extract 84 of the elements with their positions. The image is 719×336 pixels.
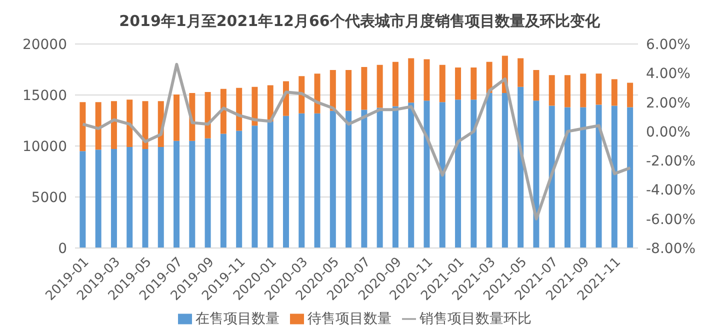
bar bbox=[220, 88, 226, 134]
bar bbox=[611, 79, 618, 106]
bar bbox=[346, 110, 352, 248]
bar bbox=[110, 149, 117, 248]
bar bbox=[611, 106, 618, 248]
bar bbox=[408, 58, 414, 103]
bar bbox=[314, 74, 320, 114]
bar bbox=[174, 94, 180, 141]
bar bbox=[282, 116, 289, 248]
bar bbox=[252, 126, 258, 248]
bar bbox=[346, 70, 352, 111]
bar bbox=[548, 106, 555, 248]
bar bbox=[298, 113, 305, 248]
bar bbox=[330, 70, 336, 111]
bar bbox=[627, 82, 634, 108]
y2-tick-label: -6.00% bbox=[646, 212, 696, 228]
bar bbox=[142, 101, 148, 150]
bar bbox=[439, 102, 446, 248]
bar bbox=[408, 102, 414, 248]
bar bbox=[204, 138, 211, 248]
y-tick-label: 5000 bbox=[31, 190, 67, 206]
bar bbox=[533, 100, 540, 248]
bar bbox=[470, 100, 477, 248]
bar bbox=[518, 86, 524, 248]
bar bbox=[189, 140, 196, 248]
bar bbox=[439, 64, 446, 102]
bar bbox=[470, 67, 477, 100]
bar bbox=[252, 86, 258, 126]
line-series bbox=[81, 62, 632, 220]
bar bbox=[80, 102, 86, 152]
bar bbox=[236, 130, 242, 248]
bar bbox=[424, 59, 430, 101]
bar bbox=[267, 122, 274, 248]
bar bbox=[455, 100, 462, 248]
bar bbox=[158, 147, 164, 248]
y2-tick-label: 0.00% bbox=[646, 124, 690, 140]
bar bbox=[455, 67, 462, 100]
bar bbox=[110, 101, 117, 150]
legend-label: 销售项目数量环比 bbox=[420, 311, 532, 327]
y-tick-label: 10000 bbox=[22, 138, 67, 155]
bar bbox=[376, 64, 383, 108]
bar bbox=[580, 74, 586, 108]
bar bbox=[126, 100, 133, 148]
bar bbox=[95, 150, 102, 248]
chart-title: 2019年1月至2021年12月66个代表城市月度销售项目数量及环比变化 bbox=[118, 11, 601, 32]
bar bbox=[548, 75, 555, 106]
bar bbox=[518, 58, 524, 87]
bar bbox=[236, 88, 242, 131]
bar bbox=[298, 76, 305, 114]
bar bbox=[126, 147, 133, 248]
bar bbox=[204, 92, 211, 138]
bar bbox=[564, 107, 570, 248]
bar bbox=[95, 102, 102, 150]
bar bbox=[627, 107, 634, 248]
bar bbox=[220, 134, 226, 248]
y-tick-label: 0 bbox=[58, 240, 67, 257]
y2-tick-label: -8.00% bbox=[646, 240, 696, 257]
bar bbox=[142, 149, 148, 248]
y2-tick-label: -4.00% bbox=[646, 182, 696, 199]
bar bbox=[314, 113, 320, 248]
bar bbox=[564, 75, 570, 108]
bar bbox=[361, 110, 368, 248]
bar bbox=[80, 151, 86, 248]
bar bbox=[392, 106, 398, 248]
y-tick-label: 20000 bbox=[22, 36, 67, 53]
y2-tick-label: 4.00% bbox=[646, 66, 690, 82]
legend-label: 待售项目数量 bbox=[308, 311, 392, 327]
bar bbox=[376, 108, 383, 248]
bar bbox=[580, 107, 586, 248]
y2-tick-label: 2.00% bbox=[646, 95, 690, 112]
y2-tick-label: -2.00% bbox=[646, 154, 696, 170]
y2-tick-label: 6.00% bbox=[646, 36, 690, 53]
bar bbox=[330, 110, 336, 248]
bar bbox=[502, 92, 508, 248]
bar bbox=[174, 140, 180, 248]
bar bbox=[533, 70, 540, 101]
bar bbox=[424, 100, 430, 248]
y-tick-label: 15000 bbox=[22, 88, 67, 104]
bar bbox=[361, 66, 368, 110]
bar bbox=[392, 62, 398, 106]
bar bbox=[486, 92, 492, 248]
legend-label: 在售项目数量 bbox=[196, 311, 280, 327]
bar bbox=[596, 74, 602, 105]
bar bbox=[596, 104, 602, 248]
